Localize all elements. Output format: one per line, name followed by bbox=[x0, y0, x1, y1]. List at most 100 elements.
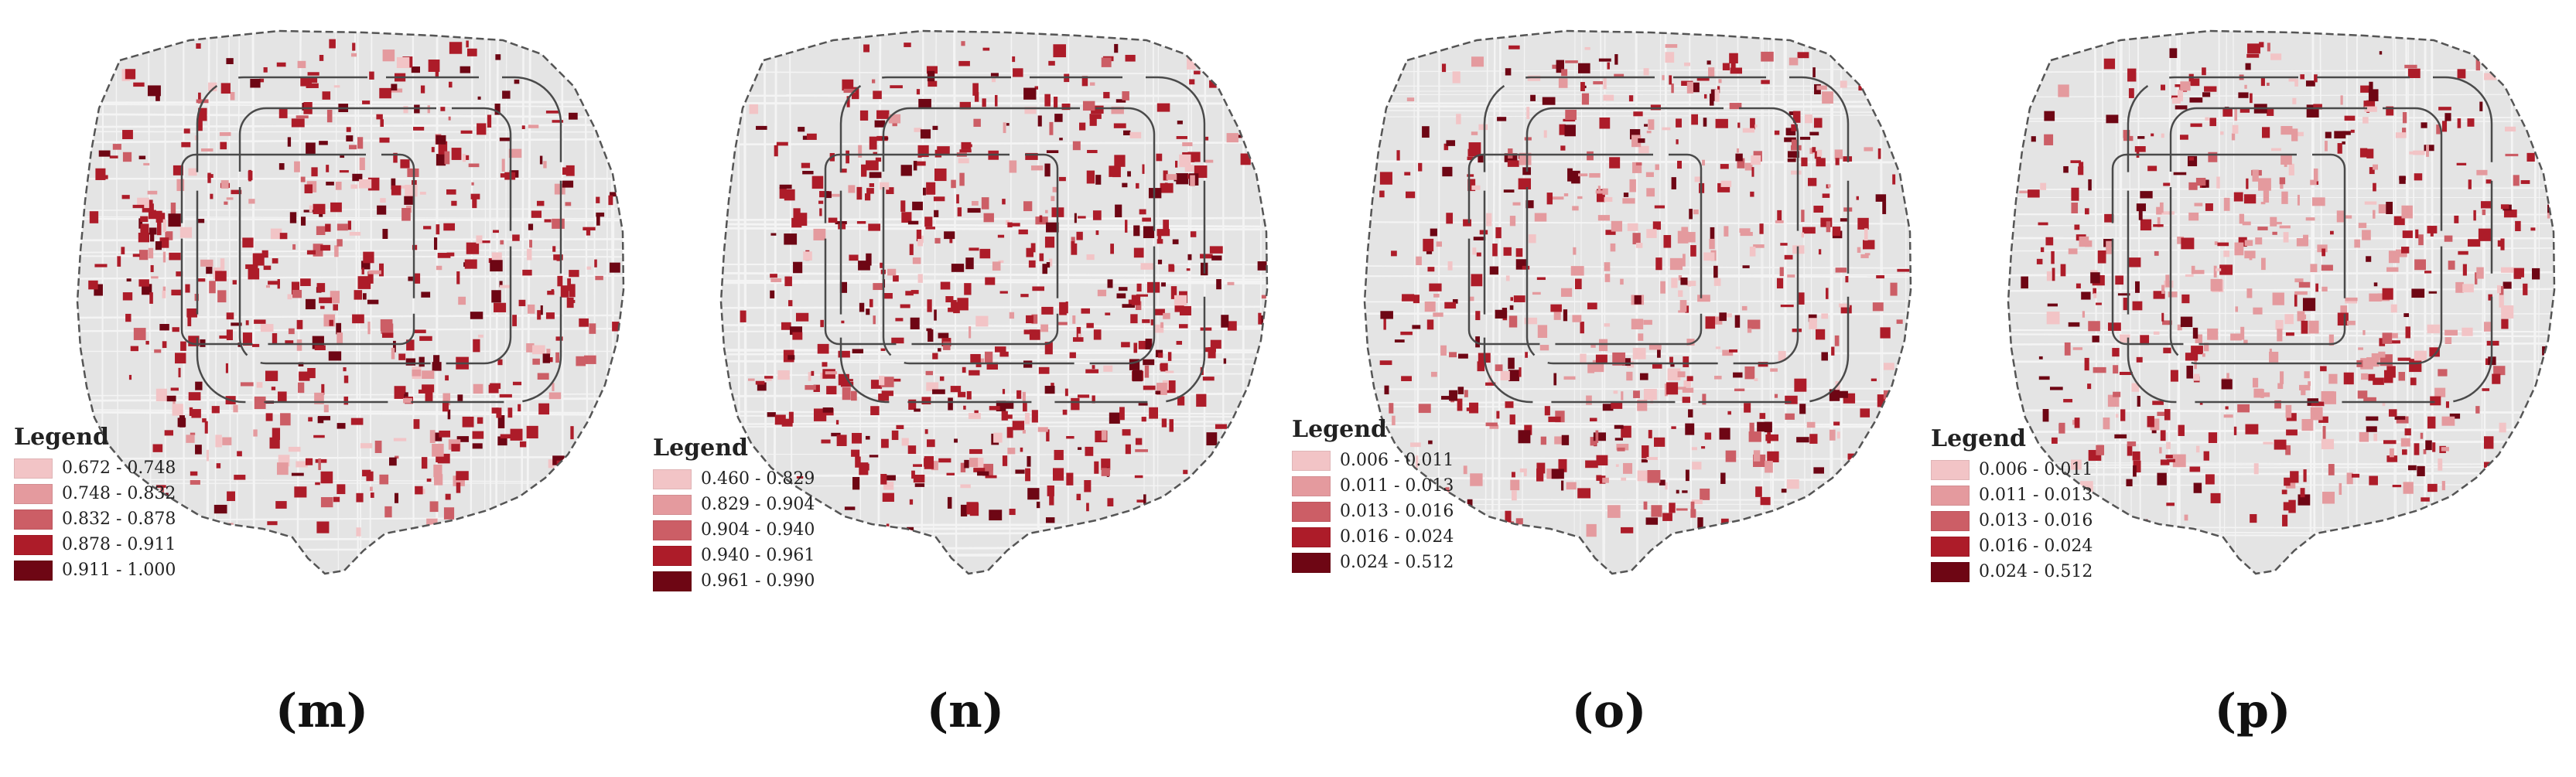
map-parcel bbox=[296, 339, 302, 351]
map-parcel bbox=[421, 291, 431, 298]
map-parcel bbox=[2090, 272, 2100, 284]
map-parcel bbox=[2296, 238, 2308, 247]
map-parcel bbox=[185, 284, 190, 293]
map-parcel bbox=[499, 281, 503, 288]
map-parcel bbox=[2424, 145, 2434, 152]
legend-label: 0.011 - 0.013 bbox=[1340, 476, 1454, 496]
map-parcel bbox=[1550, 304, 1562, 312]
map-parcel bbox=[121, 247, 125, 254]
map-parcel bbox=[2163, 182, 2171, 186]
map-parcel bbox=[2414, 350, 2427, 361]
map-parcel bbox=[1862, 240, 1875, 250]
map-parcel bbox=[1682, 397, 1690, 404]
map-parcel bbox=[2079, 162, 2084, 168]
map-parcel bbox=[1638, 138, 1645, 143]
map-parcel bbox=[140, 223, 149, 237]
map-parcel bbox=[1401, 376, 1412, 382]
map-parcel bbox=[2513, 268, 2524, 278]
map-parcel bbox=[88, 280, 98, 290]
map-parcel bbox=[1446, 213, 1454, 224]
map-parcel bbox=[793, 208, 801, 221]
map-parcel bbox=[1837, 390, 1848, 398]
map-parcel bbox=[1597, 186, 1601, 194]
map-parcel bbox=[1107, 498, 1114, 507]
map-parcel bbox=[781, 322, 791, 330]
map-parcel bbox=[2294, 278, 2304, 283]
map-parcel bbox=[2304, 371, 2310, 379]
map-parcel bbox=[253, 429, 258, 437]
map-parcel bbox=[2038, 222, 2048, 226]
map-parcel bbox=[1509, 414, 1515, 425]
map-parcel bbox=[1416, 256, 1422, 265]
map-parcel bbox=[822, 362, 828, 367]
map-parcel bbox=[305, 77, 318, 83]
map-parcel bbox=[1463, 219, 1471, 227]
map-parcel bbox=[2219, 264, 2233, 275]
map-parcel bbox=[436, 154, 446, 166]
map-parcel bbox=[2321, 286, 2328, 292]
map-panel-p: Legend 0.006 - 0.011 0.011 - 0.013 0.013… bbox=[1931, 0, 2574, 777]
map-parcel bbox=[1551, 196, 1564, 200]
map-parcel bbox=[1007, 222, 1013, 228]
map-parcel bbox=[1045, 210, 1048, 213]
map-parcel bbox=[2047, 303, 2058, 307]
map-parcel bbox=[1406, 191, 1416, 199]
map-parcel bbox=[1751, 167, 1754, 177]
map-parcel bbox=[866, 308, 870, 315]
map-parcel bbox=[435, 70, 439, 79]
map-parcel bbox=[779, 186, 787, 199]
map-parcel bbox=[1101, 458, 1111, 470]
map-parcel bbox=[226, 58, 234, 65]
map-parcel bbox=[1646, 188, 1655, 197]
map-parcel bbox=[1774, 130, 1780, 135]
map-parcel bbox=[586, 266, 592, 270]
map-parcel bbox=[2358, 223, 2367, 228]
map-parcel bbox=[2096, 302, 2102, 305]
map-parcel bbox=[1511, 490, 1517, 501]
map-parcel bbox=[126, 278, 132, 282]
map-parcel bbox=[412, 370, 422, 377]
map-parcel bbox=[1827, 184, 1831, 188]
map-parcel bbox=[1135, 438, 1143, 445]
map-parcel bbox=[204, 421, 208, 434]
map-parcel bbox=[947, 496, 952, 509]
map-parcel bbox=[991, 76, 996, 83]
map-parcel bbox=[548, 392, 562, 400]
map-parcel bbox=[1686, 339, 1695, 346]
map-parcel bbox=[1696, 77, 1710, 81]
map-parcel bbox=[1257, 261, 1267, 271]
map-parcel bbox=[2284, 477, 2291, 486]
map-parcel bbox=[927, 70, 935, 82]
map-parcel bbox=[2337, 143, 2342, 154]
map-parcel bbox=[1012, 421, 1025, 431]
map-boundary bbox=[1363, 29, 1912, 575]
map-parcel bbox=[122, 130, 133, 139]
map-parcel bbox=[1840, 305, 1852, 314]
map-parcel bbox=[1054, 97, 1058, 108]
map-parcel bbox=[357, 276, 371, 289]
map-parcel bbox=[876, 110, 890, 119]
map-parcel bbox=[2160, 430, 2166, 441]
map-parcel bbox=[2084, 208, 2089, 215]
map-parcel bbox=[1802, 227, 1816, 234]
map-parcel bbox=[2203, 451, 2209, 461]
map-parcel bbox=[1812, 147, 1816, 153]
map-parcel bbox=[2321, 264, 2333, 271]
map-parcel bbox=[1737, 158, 1745, 169]
map-parcel bbox=[1753, 450, 1761, 462]
map-parcel bbox=[528, 124, 539, 128]
map-parcel bbox=[934, 309, 937, 321]
map-parcel bbox=[171, 289, 183, 296]
map-parcel bbox=[968, 413, 981, 419]
map-parcel bbox=[2044, 134, 2054, 145]
map-parcel bbox=[155, 91, 160, 101]
map-parcel bbox=[2261, 127, 2270, 138]
map-parcel bbox=[871, 79, 876, 83]
map-parcel bbox=[1722, 63, 1730, 70]
map-parcel bbox=[275, 501, 287, 509]
map-parcel bbox=[446, 189, 456, 195]
map-parcel bbox=[1688, 409, 1693, 417]
map-parcel bbox=[2478, 228, 2492, 241]
map-parcel bbox=[317, 416, 331, 421]
map-parcel bbox=[1142, 319, 1150, 323]
